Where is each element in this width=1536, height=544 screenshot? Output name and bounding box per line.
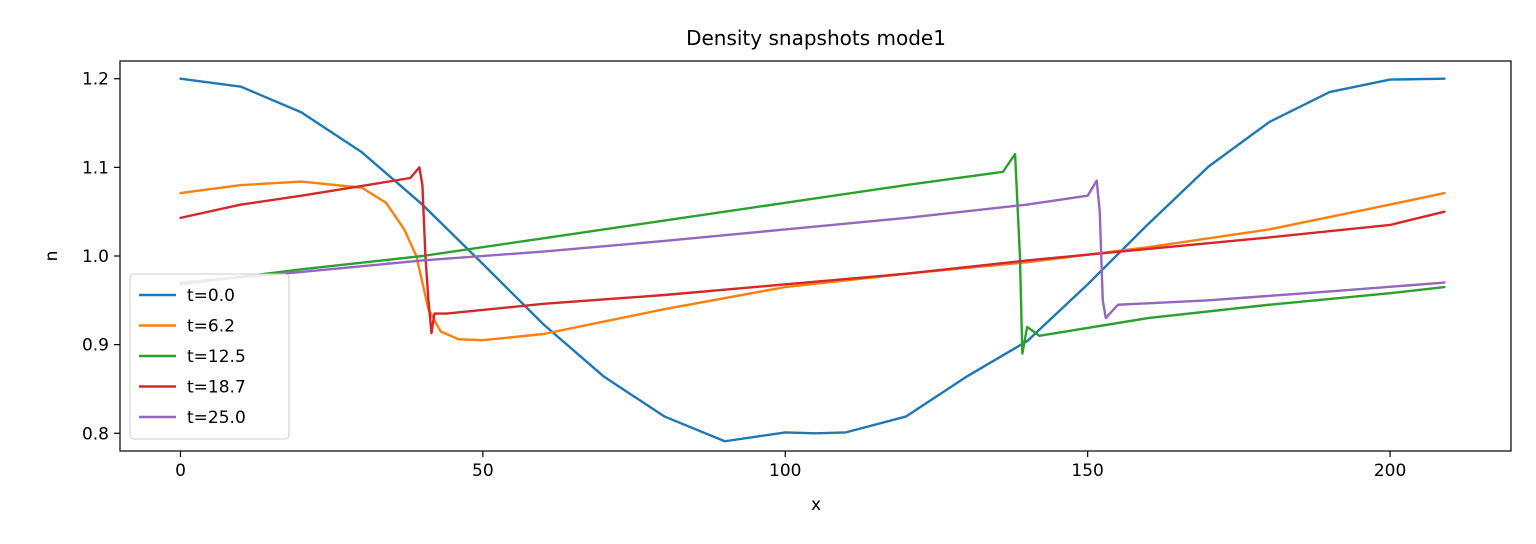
y-tick-label: 0.8 — [82, 424, 109, 444]
series-line-0 — [179, 77, 1446, 443]
legend: t=0.0 t=6.2 t=12.5 t=18.7 t=25.0 — [129, 273, 290, 440]
chart-title: Density snapshots mode1 — [686, 26, 946, 50]
x-tick-label: 200 — [1374, 461, 1406, 481]
series-layer — [179, 77, 1446, 443]
y-tick-label: 0.9 — [82, 336, 109, 356]
x-tick-label: 100 — [769, 461, 801, 481]
legend-box — [129, 273, 290, 440]
x-axis: 0 50 100 150 200 — [175, 451, 1406, 481]
legend-label-2: t=12.5 — [187, 347, 246, 367]
x-tick-label: 50 — [472, 461, 494, 481]
legend-label-0: t=0.0 — [187, 286, 235, 306]
x-axis-title: x — [811, 495, 821, 515]
y-tick-label: 1.0 — [82, 247, 109, 267]
y-tick-label: 1.2 — [82, 70, 109, 90]
series-line-2 — [179, 152, 1446, 355]
legend-label-1: t=6.2 — [187, 317, 235, 337]
series-line-3 — [179, 166, 1446, 335]
x-tick-label: 0 — [175, 461, 186, 481]
y-tick-label: 1.1 — [82, 158, 109, 178]
y-axis-title: n — [42, 251, 62, 262]
legend-label-4: t=25.0 — [187, 408, 246, 428]
x-tick-label: 150 — [1071, 461, 1103, 481]
y-axis: 0.8 0.9 1.0 1.1 1.2 — [82, 70, 120, 444]
series-line-4 — [179, 179, 1446, 320]
legend-label-3: t=18.7 — [187, 378, 246, 398]
